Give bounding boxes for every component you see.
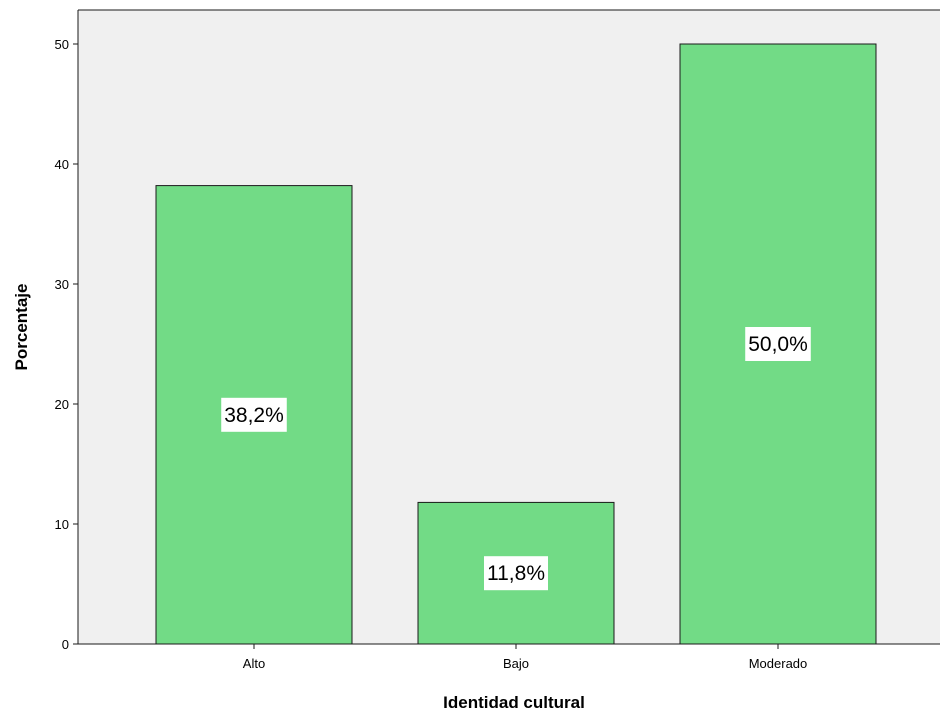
x-axis-title: Identidad cultural bbox=[443, 693, 585, 712]
x-tick-label-moderado: Moderado bbox=[749, 656, 808, 671]
x-tick-label-alto: Alto bbox=[243, 656, 265, 671]
data-label-alto: 38,2% bbox=[221, 397, 287, 432]
data-label-box bbox=[221, 397, 287, 432]
x-tick-label-bajo: Bajo bbox=[503, 656, 529, 671]
y-tick-label-10: 10 bbox=[55, 517, 69, 532]
data-label-box bbox=[484, 556, 548, 591]
data-label-text: 50,0% bbox=[748, 333, 808, 356]
data-label-moderado: 50,0% bbox=[745, 327, 811, 361]
y-tick-label-20: 20 bbox=[55, 397, 69, 412]
x-ticks-layer: Alto Bajo Moderado bbox=[243, 644, 807, 671]
data-label-bajo: 11,8% bbox=[484, 556, 548, 591]
y-tick-label-40: 40 bbox=[55, 157, 69, 172]
y-tick-label-0: 0 bbox=[62, 637, 69, 652]
y-tick-label-50: 50 bbox=[55, 37, 69, 52]
y-axis-title: Porcentaje bbox=[12, 284, 31, 371]
y-ticks-layer: 0 10 20 30 40 50 bbox=[55, 37, 78, 652]
data-label-text: 11,8% bbox=[487, 562, 545, 585]
data-label-box bbox=[745, 327, 811, 361]
data-labels-layer: 38,2% 11,8% 50,0% bbox=[221, 327, 811, 591]
y-tick-label-30: 30 bbox=[55, 277, 69, 292]
data-label-text: 38,2% bbox=[224, 404, 284, 427]
